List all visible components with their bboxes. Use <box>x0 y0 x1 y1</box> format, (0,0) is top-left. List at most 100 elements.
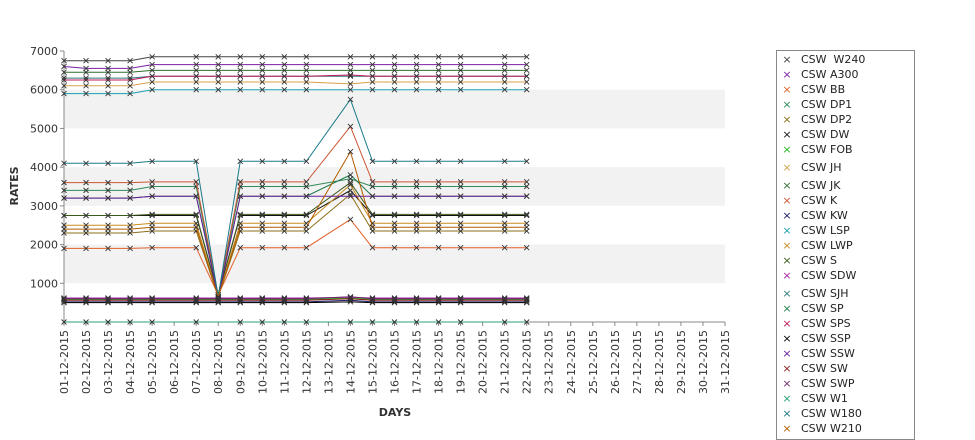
data-point <box>369 67 376 74</box>
data-point <box>523 212 530 219</box>
data-point <box>501 224 508 230</box>
series <box>61 319 530 325</box>
legend-label: CSW SSP <box>801 332 851 345</box>
data-point <box>347 179 354 186</box>
legend-label: CSW W240 <box>801 53 866 66</box>
x-axis-title: DAYS <box>379 406 412 419</box>
data-point <box>259 295 266 301</box>
data-point <box>413 53 420 60</box>
data-point <box>413 244 420 251</box>
data-point <box>391 295 398 302</box>
data-point <box>149 211 155 218</box>
data-point <box>83 160 89 167</box>
data-point <box>347 96 354 103</box>
data-point <box>369 179 376 185</box>
legend-label: CSW FOB <box>801 143 853 156</box>
data-point <box>413 319 420 325</box>
legend-marker-icon: × <box>782 362 792 375</box>
data-point <box>391 158 398 165</box>
data-point <box>347 72 354 78</box>
data-point <box>105 295 111 301</box>
data-point <box>347 67 354 74</box>
data-point <box>127 69 133 76</box>
data-point <box>215 79 222 85</box>
data-point <box>523 61 530 68</box>
x-tick-label: 18-12-2015 <box>433 330 446 394</box>
data-point <box>149 158 155 165</box>
data-point <box>347 73 354 79</box>
data-point <box>105 77 111 83</box>
legend-label: CSW BB <box>801 83 846 96</box>
data-point <box>347 187 354 194</box>
series <box>61 86 530 97</box>
data-point <box>413 295 420 301</box>
data-point <box>523 193 530 199</box>
data-point <box>237 211 244 218</box>
data-point <box>61 179 67 186</box>
data-point <box>127 187 133 194</box>
data-point <box>259 183 266 190</box>
series <box>61 61 530 72</box>
legend-marker-icon: × <box>782 128 792 141</box>
tick-labels: 1000 2000 3000 4000 5000 6000 7000 01-12-2015 02… <box>30 45 732 394</box>
data-point <box>369 183 376 190</box>
data-point <box>347 319 354 325</box>
data-point <box>391 53 398 60</box>
data-point <box>281 244 288 251</box>
legend-item: × CSW JH <box>777 161 914 175</box>
data-point <box>281 79 288 85</box>
data-point <box>259 179 266 185</box>
x-tick-label: 29-12-2015 <box>675 330 688 394</box>
data-point <box>501 86 508 93</box>
data-point <box>435 212 442 219</box>
data-point <box>281 73 288 79</box>
y-tick-label: 5000 <box>30 122 58 135</box>
data-point <box>83 77 89 83</box>
data-point <box>193 53 200 60</box>
data-point <box>259 53 266 60</box>
data-point <box>435 73 442 79</box>
data-point <box>105 319 111 325</box>
x-tick-label: 24-12-2015 <box>565 330 578 394</box>
legend-item: × CSW DP1 <box>777 98 914 112</box>
data-point <box>391 61 398 68</box>
data-point <box>413 61 420 68</box>
legend-label: CSW JK <box>801 179 841 192</box>
legend-item: × CSW BB <box>777 83 914 97</box>
data-point <box>281 211 288 218</box>
legend-item: × CSW SDW <box>777 269 914 283</box>
data-point <box>105 195 111 201</box>
data-point <box>303 183 310 190</box>
y-tick-label: 3000 <box>30 200 58 213</box>
x-tick-label: 09-12-2015 <box>234 330 247 394</box>
x-tick-label: 01-12-2015 <box>58 330 71 394</box>
data-point <box>193 79 200 85</box>
data-point <box>259 61 266 68</box>
x-tick-label: 27-12-2015 <box>631 330 644 394</box>
data-point <box>259 295 266 302</box>
x-tick-label: 30-12-2015 <box>697 330 710 394</box>
x-tick-label: 04-12-2015 <box>124 330 137 394</box>
data-point <box>457 79 464 85</box>
legend-item: × CSW A300 <box>777 68 914 82</box>
data-point <box>281 53 288 60</box>
data-point <box>457 61 464 68</box>
data-point <box>127 83 133 89</box>
data-point <box>523 295 530 302</box>
data-point <box>523 224 530 230</box>
x-tick-label: 31-12-2015 <box>719 330 732 394</box>
legend-label: CSW DW <box>801 128 850 141</box>
data-point <box>149 53 155 60</box>
x-tick-label: 25-12-2015 <box>587 330 600 394</box>
data-point <box>193 193 200 199</box>
data-point <box>391 183 398 190</box>
data-point <box>83 187 89 194</box>
grid-band <box>64 89 725 129</box>
data-point <box>83 57 89 64</box>
data-point <box>259 73 266 79</box>
data-point <box>391 295 398 301</box>
legend-item: × CSW SW <box>777 362 914 376</box>
data-point <box>303 295 310 302</box>
data-point <box>193 86 200 93</box>
legend-item: × CSW LWP <box>777 239 914 253</box>
